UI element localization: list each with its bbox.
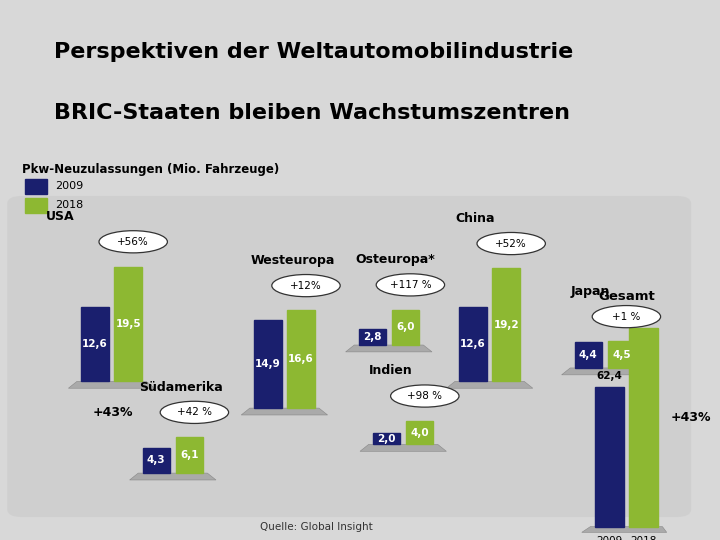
Text: USA: USA [45,210,74,223]
Polygon shape [241,408,328,415]
Ellipse shape [99,231,167,253]
Text: Südamerika: Südamerika [139,381,222,394]
Text: Japan: Japan [571,285,611,298]
Text: China: China [456,212,495,225]
Text: 2009: 2009 [55,181,84,191]
Bar [81,307,109,381]
Ellipse shape [272,274,341,296]
Text: Osteuropa*: Osteuropa* [355,253,435,266]
Polygon shape [360,444,446,451]
Text: 4,3: 4,3 [147,455,166,465]
FancyBboxPatch shape [7,196,691,517]
Polygon shape [130,473,216,480]
Text: 2009: 2009 [596,536,622,540]
Bar [608,341,635,368]
Polygon shape [582,526,667,532]
Ellipse shape [391,385,459,407]
Text: 6,1: 6,1 [180,450,199,460]
Text: 4,0: 4,0 [410,428,429,437]
Text: +52%: +52% [495,239,527,248]
Bar [575,342,602,368]
Text: +1 %: +1 % [612,312,641,322]
Text: 19,2: 19,2 [493,320,519,330]
Text: 4,4: 4,4 [579,350,598,360]
Text: 2,8: 2,8 [363,332,382,342]
Bar [629,328,658,526]
Bar [114,267,142,381]
Polygon shape [562,368,648,375]
Text: 2018: 2018 [55,200,84,211]
Bar [25,198,47,213]
Text: Pkw-Neuzulassungen (Mio. Fahrzeuge): Pkw-Neuzulassungen (Mio. Fahrzeuge) [22,164,279,177]
Text: Westeuropa: Westeuropa [251,254,335,267]
Text: +43%: +43% [92,406,132,419]
Text: +12%: +12% [290,281,322,291]
Text: 12,6: 12,6 [82,339,108,349]
Bar [392,310,419,345]
Bar [254,320,282,408]
Text: 19,5: 19,5 [115,319,141,329]
Bar [359,328,386,345]
Bar [373,433,400,444]
Ellipse shape [377,274,445,296]
Text: +43%: +43% [671,411,711,424]
Text: 4,5: 4,5 [612,350,631,360]
Text: +42 %: +42 % [177,407,212,417]
Bar [492,268,520,381]
Bar [25,179,47,194]
Text: +56%: +56% [117,237,149,247]
Bar [143,448,170,473]
Text: 2,0: 2,0 [377,434,396,443]
Bar [595,387,624,526]
Ellipse shape [592,306,661,328]
Bar [459,307,487,381]
Text: 2018: 2018 [631,536,657,540]
Polygon shape [346,345,432,352]
Ellipse shape [160,401,229,423]
Text: Quelle: Global Insight: Quelle: Global Insight [261,522,373,532]
Text: +117 %: +117 % [390,280,431,290]
Polygon shape [446,381,533,388]
Bar [287,310,315,408]
Text: 62,4: 62,4 [596,372,622,381]
Text: BRIC-Staaten bleiben Wachstumszentren: BRIC-Staaten bleiben Wachstumszentren [54,103,570,123]
Text: +98 %: +98 % [408,391,442,401]
Text: 16,6: 16,6 [288,354,314,364]
Polygon shape [68,381,155,388]
Ellipse shape [477,232,546,255]
Text: 14,9: 14,9 [255,359,281,369]
Text: 6,0: 6,0 [396,322,415,333]
Text: Perspektiven der Weltautomobilindustrie: Perspektiven der Weltautomobilindustrie [54,42,573,62]
Bar [406,421,433,444]
Text: Indien: Indien [369,364,413,377]
Bar [176,437,203,473]
Text: 89,0: 89,0 [631,312,657,322]
Text: 12,6: 12,6 [460,339,486,349]
Text: Gesamt: Gesamt [598,290,654,303]
